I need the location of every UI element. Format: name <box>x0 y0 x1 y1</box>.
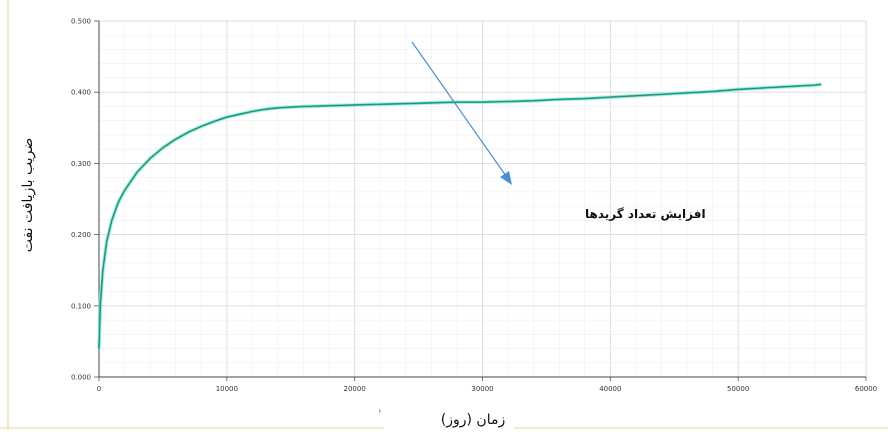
axis-small-label: t <box>379 409 381 415</box>
series-layer <box>97 82 822 349</box>
x-tick-label: 50000 <box>727 385 749 393</box>
series-line-dark <box>98 84 822 349</box>
y-tick-label: 0.400 <box>71 89 91 97</box>
y-axis-label: ضریب بازیافت نفت <box>20 138 36 252</box>
y-tick-label: 0.500 <box>71 18 91 26</box>
annotation-arrow <box>411 41 512 185</box>
y-tick-label: 0.200 <box>71 231 91 239</box>
x-tick-label: 40000 <box>599 385 621 393</box>
x-tick-label: 20000 <box>344 385 366 393</box>
x-tick-label: 60000 <box>855 385 877 393</box>
y-tick-labels: 0.000 0.100 0.200 0.300 0.400 0.500 <box>71 18 91 382</box>
major-grid <box>98 20 867 378</box>
arrow-head <box>500 171 512 185</box>
x-tick-label: 10000 <box>216 385 238 393</box>
y-tick-label: 0.300 <box>71 160 91 168</box>
annotation-text: افزایش تعداد گریدها <box>585 207 706 221</box>
x-axis-label: زمان (روز) <box>441 412 505 428</box>
arrow-line <box>411 41 507 177</box>
y-tick-label: 0.100 <box>71 302 91 310</box>
x-tick-labels: 0 10000 20000 30000 40000 50000 60000 <box>97 385 877 393</box>
x-tick-label: 30000 <box>471 385 493 393</box>
axes <box>94 20 867 381</box>
xlabel-background <box>384 400 514 430</box>
y-tick-label: 0.000 <box>71 374 91 382</box>
x-tick-label: 0 <box>97 385 101 393</box>
